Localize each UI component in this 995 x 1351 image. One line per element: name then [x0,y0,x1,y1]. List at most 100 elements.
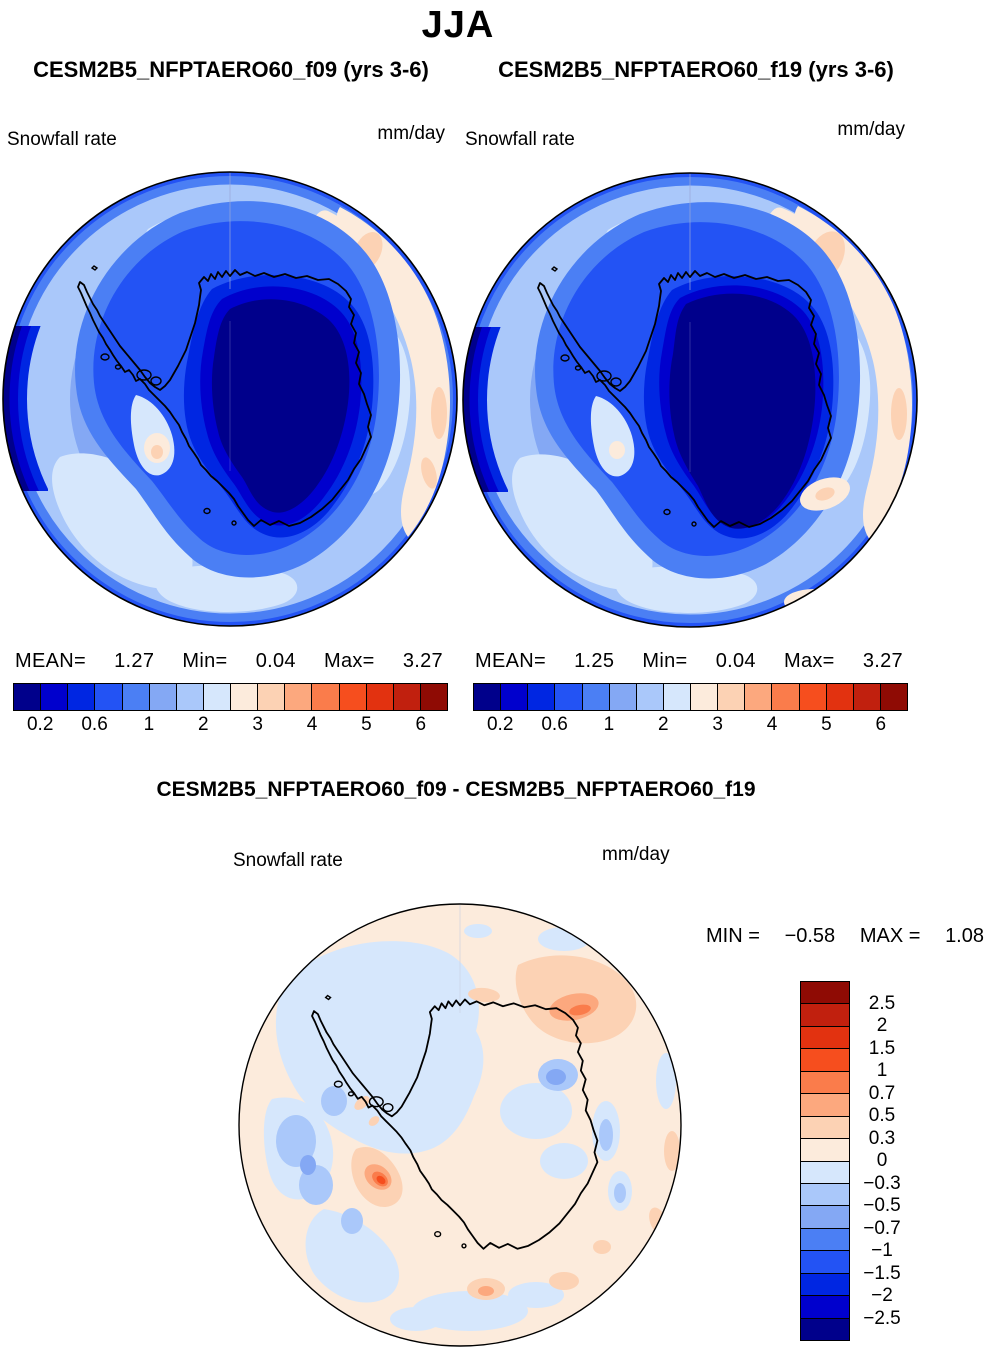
colorbar-cell [801,1138,849,1161]
colorbar-cell [801,1295,849,1318]
colorbar-cell [311,684,339,710]
colorbar-cell [801,1115,849,1139]
panel-f09-field-label: Snowfall rate [7,129,117,150]
map-f09-fill [3,172,457,626]
colorbar-tick-label: 3 [712,714,723,735]
plateau-minimum-region [211,299,350,513]
colorbar-f19 [473,683,908,711]
colorbar-tick-label: 0.2 [26,714,54,735]
colorbar-cell [527,684,555,710]
colorbar-cell [635,684,663,710]
colorbar-cell [257,684,285,710]
map-difference-fill [239,904,681,1346]
colorbar-cell [338,684,366,710]
max-value: 3.27 [402,650,443,672]
difference-field-label: Snowfall rate [233,850,343,871]
diff-min-label: MIN = [706,925,760,947]
colorbar-tick-label: 2 [198,714,209,735]
max-label: Max= [783,650,835,672]
diff-max-label: MAX = [859,925,921,947]
colorbar-cell [801,1317,849,1340]
panel-f19-stats: MEAN= 1.25 Min= 0.04 Max= 3.27 [475,650,903,673]
colorbar-difference [800,981,850,1341]
colorbar-f09 [13,683,448,711]
colorbar-cell [801,1250,849,1273]
plateau-minimum-region [669,293,816,529]
colorbar-cell [801,1160,849,1183]
colorbar-cell [801,1070,849,1094]
panel-f19-subtitle: CESM2B5_NFPTAERO60_f19 (yrs 3-6) [498,57,894,82]
map-f19 [462,172,918,628]
colorbar-cell [67,684,95,710]
colorbar-cell [798,684,826,710]
colorbar-cell [801,1182,849,1206]
colorbar-tick-label: 0.7 [868,1082,896,1104]
colorbar-cell [717,684,745,710]
colorbar-tick-label: 0.2 [486,714,514,735]
colorbar-cell [801,1227,849,1251]
colorbar-cell [771,684,799,710]
colorbar-cell [801,1048,849,1071]
panel-f09-stats: MEAN= 1.27 Min= 0.04 Max= 3.27 [15,650,443,673]
colorbar-cell [879,684,907,710]
max-value: 3.27 [862,650,903,672]
colorbar-tick-label: 2 [658,714,669,735]
max-label: Max= [323,650,375,672]
colorbar-cell [801,1093,849,1116]
colorbar-f09-ticks: 0.2 0.6 1 2 3 4 5 6 [13,714,448,738]
colorbar-cell [801,982,849,1004]
colorbar-tick-label: −0.3 [863,1172,901,1194]
colorbar-tick-label: 5 [361,714,372,735]
map-f19-fill [463,173,917,627]
difference-minmax: MIN = −0.58 MAX = 1.08 [706,925,984,948]
colorbar-f19-ticks: 0.2 0.6 1 2 3 4 5 6 [473,714,908,738]
min-value: 0.04 [255,650,296,672]
colorbar-tick-label: 5 [821,714,832,735]
colorbar-tick-label: 0.3 [868,1127,896,1149]
colorbar-tick-label: 3 [252,714,263,735]
map-difference-outline [238,903,682,1347]
map-f09 [2,171,458,627]
colorbar-cell [284,684,312,710]
colorbar-tick-label: 6 [875,714,887,735]
diff-max-value: 1.08 [945,925,984,947]
colorbar-cell [825,684,853,710]
diff-min-value: −0.58 [784,925,836,947]
figure-title: JJA [421,4,495,46]
panel-f19-units-label: mm/day [837,119,905,140]
colorbar-tick-label: −1.5 [863,1262,901,1284]
colorbar-tick-label: −0.5 [863,1195,901,1216]
map-difference [238,903,682,1347]
colorbar-tick-label: 1 [603,714,615,735]
colorbar-tick-label: 4 [306,714,318,735]
mean-value: 1.27 [114,650,155,672]
colorbar-cell [801,1205,849,1228]
colorbar-tick-label: 2.5 [868,992,896,1014]
colorbar-tick-label: 4 [766,714,778,735]
colorbar-cell [230,684,258,710]
colorbar-cell [148,684,176,710]
colorbar-cell [419,684,447,710]
colorbar-cell [365,684,393,710]
colorbar-tick-label: 0 [876,1150,888,1171]
colorbar-cell [500,684,528,710]
colorbar-cell [121,684,149,710]
colorbar-tick-label: −2.5 [863,1307,901,1329]
colorbar-cell [581,684,609,710]
panel-f09-subtitle: CESM2B5_NFPTAERO60_f09 (yrs 3-6) [33,57,429,82]
panel-f09-units-label: mm/day [377,123,445,144]
colorbar-cell [801,1003,849,1026]
mean-label: MEAN= [15,650,86,672]
colorbar-cell [554,684,582,710]
colorbar-cell [801,1272,849,1296]
map-f19-outline [462,172,918,628]
colorbar-tick-label: 0.6 [81,714,108,735]
colorbar-cell [14,684,41,710]
colorbar-cell [662,684,690,710]
colorbar-cell [474,684,501,710]
colorbar-tick-label: −1 [871,1240,893,1261]
colorbar-tick-label: 6 [415,714,427,735]
colorbar-tick-label: 1.5 [868,1037,896,1059]
